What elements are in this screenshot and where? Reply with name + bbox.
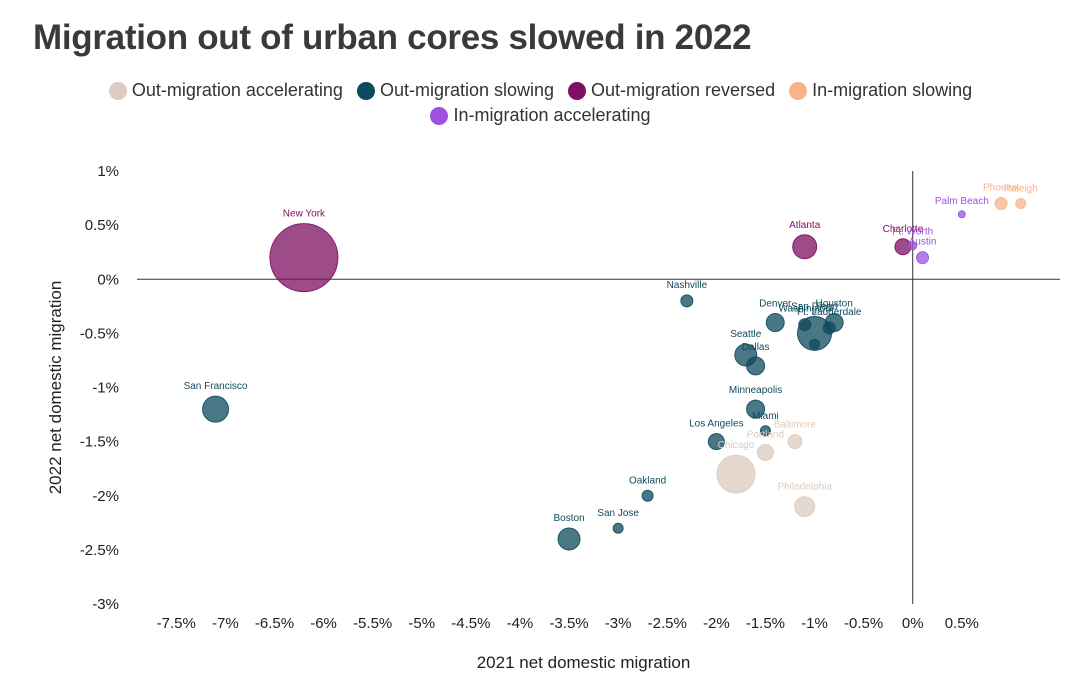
x-tick-label: 0% <box>902 615 924 632</box>
y-tick-label: -2.5% <box>80 542 119 559</box>
x-tick-label: -6% <box>310 615 337 632</box>
data-point <box>787 434 803 450</box>
data-label: Atlanta <box>789 220 821 231</box>
data-point <box>746 356 766 376</box>
y-tick-label: -1.5% <box>80 434 119 451</box>
data-label: Baltimore <box>774 420 817 431</box>
x-tick-label: -7% <box>212 615 239 632</box>
legend-label: Out-migration slowing <box>379 80 555 100</box>
x-tick-label: -1% <box>801 615 828 632</box>
x-tick-label: -2% <box>703 615 730 632</box>
legend-item-in-accelerating[interactable]: In-migration accelerating <box>430 105 651 126</box>
data-label: Washington <box>778 304 830 315</box>
legend-swatch <box>789 81 808 100</box>
x-tick-label: 0.5% <box>945 615 979 632</box>
x-tick-label: -6.5% <box>255 615 294 632</box>
data-point <box>759 425 771 437</box>
data-label: Nashville <box>667 280 708 291</box>
y-tick-label: -0.5% <box>80 325 119 342</box>
data-point <box>716 454 756 494</box>
data-point <box>798 318 812 332</box>
data-point <box>765 313 785 333</box>
data-point <box>916 251 930 265</box>
legend-label: In-migration slowing <box>812 80 973 100</box>
chart-title: Migration out of urban cores slowed in 2… <box>33 18 752 57</box>
data-point <box>1015 197 1027 209</box>
data-label: San Diego <box>791 301 838 312</box>
data-label: Houston <box>816 299 853 310</box>
data-point <box>746 399 766 419</box>
legend-swatch <box>568 81 587 100</box>
data-label: Minneapolis <box>729 385 782 396</box>
data-point <box>957 210 966 219</box>
legend-swatch <box>356 81 375 100</box>
data-label: Ft. Worth <box>892 227 933 238</box>
x-tick-label: -0.5% <box>844 615 883 632</box>
data-label: Charlotte <box>883 224 924 235</box>
x-tick-label: -5.5% <box>353 615 392 632</box>
legend-swatch <box>430 106 449 125</box>
legend-label: Out-migration accelerating <box>131 80 343 100</box>
data-label: Chicago <box>718 440 755 451</box>
y-tick-label: -2% <box>92 488 119 505</box>
legend-item-out-accelerating[interactable]: Out-migration accelerating <box>108 80 343 101</box>
data-label: Oakland <box>629 475 666 486</box>
y-tick-label: 0.5% <box>85 217 119 234</box>
data-label: Dallas <box>742 342 770 353</box>
legend-item-out-slowing[interactable]: Out-migration slowing <box>356 80 555 101</box>
data-label: Phoenix <box>983 182 1019 193</box>
data-label: Denver <box>759 299 792 310</box>
data-label: Philadelphia <box>777 482 832 493</box>
data-point <box>269 223 339 293</box>
data-point <box>908 241 918 251</box>
legend-row-1: Out-migration accelerating Out-migration… <box>0 78 1081 103</box>
data-label: Raleigh <box>1004 183 1038 194</box>
data-label: Portland <box>747 429 784 440</box>
x-tick-label: -4% <box>507 615 534 632</box>
x-tick-label: -5% <box>408 615 435 632</box>
data-label: Seattle <box>730 329 762 340</box>
data-label: San Francisco <box>184 381 248 392</box>
data-point <box>680 294 694 308</box>
legend-item-out-reversed[interactable]: Out-migration reversed <box>568 80 775 101</box>
legend-label: Out-migration reversed <box>591 80 776 100</box>
data-label: Boston <box>553 513 584 524</box>
x-tick-label: -7.5% <box>157 615 196 632</box>
data-point <box>994 196 1008 210</box>
y-tick-label: 0% <box>97 271 119 288</box>
data-label: San Jose <box>597 508 639 519</box>
data-label: Ft. Lauderdale <box>797 307 862 318</box>
y-tick-label: -3% <box>92 596 119 613</box>
legend: Out-migration accelerating Out-migration… <box>0 78 1081 128</box>
data-label: Austin <box>909 237 937 248</box>
x-tick-label: -2.5% <box>648 615 687 632</box>
x-tick-label: -3.5% <box>549 615 588 632</box>
data-point <box>641 489 654 502</box>
legend-item-in-slowing[interactable]: In-migration slowing <box>789 80 972 101</box>
legend-row-2: In-migration accelerating <box>0 103 1081 128</box>
data-point <box>612 522 624 534</box>
data-point <box>792 234 818 260</box>
x-tick-label: -3% <box>605 615 632 632</box>
data-point <box>756 443 774 461</box>
data-point <box>202 395 230 423</box>
x-tick-label: -1.5% <box>746 615 785 632</box>
x-tick-label: -4.5% <box>451 615 490 632</box>
legend-swatch <box>108 81 127 100</box>
data-label: Los Angeles <box>689 419 744 430</box>
data-point <box>822 321 836 335</box>
x-axis-title: 2021 net domestic migration <box>477 653 691 672</box>
y-tick-label: 1% <box>97 163 119 180</box>
data-point <box>794 496 816 518</box>
data-label: New York <box>283 209 326 220</box>
data-label: Miami <box>752 411 779 422</box>
data-point <box>809 338 821 350</box>
y-axis-title: 2022 net domestic migration <box>46 281 65 495</box>
legend-label: In-migration accelerating <box>453 105 651 125</box>
data-point <box>557 527 581 551</box>
y-tick-label: -1% <box>92 380 119 397</box>
data-label: Palm Beach <box>935 196 989 207</box>
data-point <box>707 433 725 451</box>
